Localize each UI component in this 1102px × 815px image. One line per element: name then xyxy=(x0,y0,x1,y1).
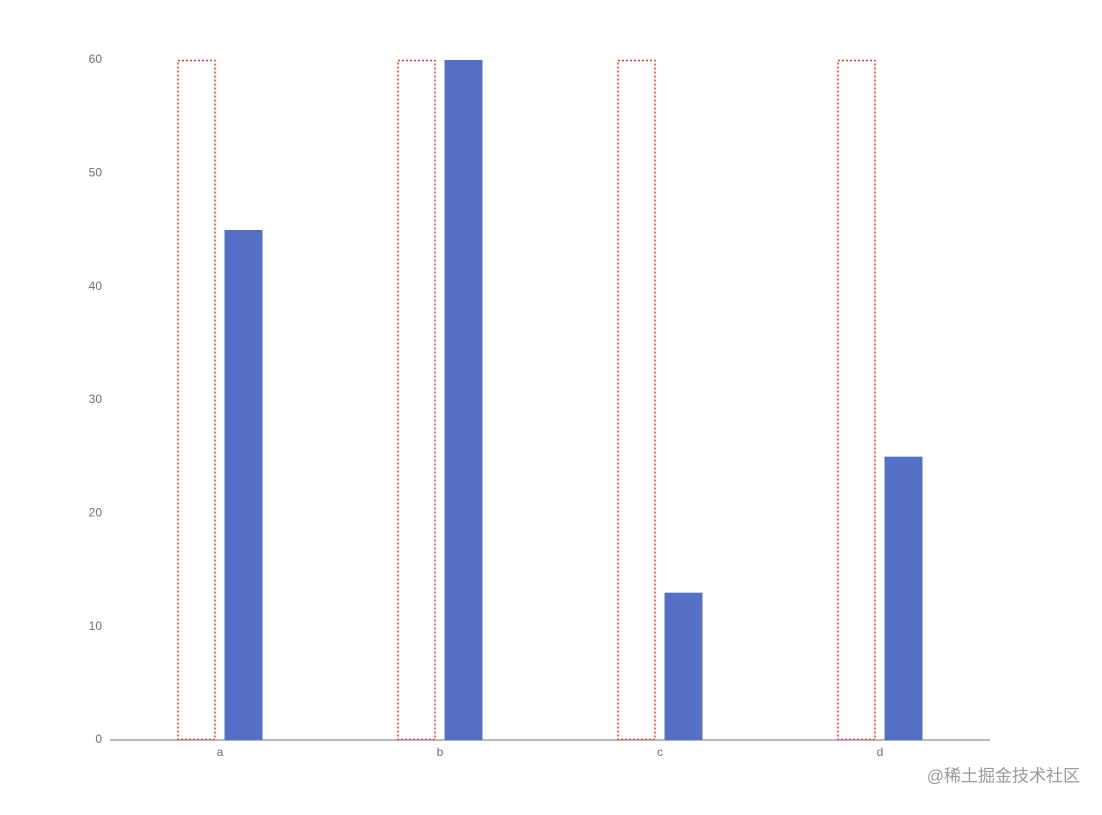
x-tick-label: b xyxy=(437,745,444,759)
watermark: @稀土掘金技术社区 xyxy=(927,766,1080,785)
bar xyxy=(397,59,436,741)
bar xyxy=(837,59,876,741)
bar xyxy=(664,592,703,740)
y-tick-label: 60 xyxy=(89,52,103,66)
x-tick-label: c xyxy=(657,745,663,759)
y-tick-label: 50 xyxy=(89,166,103,180)
bar xyxy=(884,456,923,740)
bar xyxy=(177,59,216,741)
bar xyxy=(444,60,483,740)
y-tick-label: 0 xyxy=(95,732,102,746)
y-tick-label: 20 xyxy=(89,506,103,520)
x-tick-label: d xyxy=(877,745,884,759)
x-tick-label: a xyxy=(217,745,224,759)
y-tick-label: 10 xyxy=(89,619,103,633)
bar xyxy=(224,230,263,740)
bar xyxy=(617,59,656,741)
y-tick-label: 40 xyxy=(89,279,103,293)
y-tick-label: 30 xyxy=(89,392,103,406)
